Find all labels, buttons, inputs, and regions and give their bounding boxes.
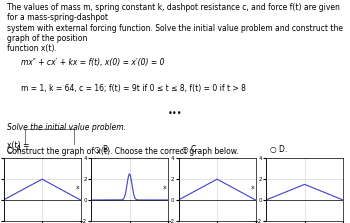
Text: Construct the graph of x(t). Choose the correct graph below.: Construct the graph of x(t). Choose the … xyxy=(7,147,239,155)
Y-axis label: x: x xyxy=(251,185,254,190)
Text: ○ C.: ○ C. xyxy=(182,145,199,154)
Text: ○ A.: ○ A. xyxy=(7,145,23,154)
FancyBboxPatch shape xyxy=(25,129,74,147)
Text: ○ D.: ○ D. xyxy=(270,145,287,154)
Text: x(t) =: x(t) = xyxy=(7,141,29,150)
Y-axis label: x: x xyxy=(163,185,167,190)
Text: •••: ••• xyxy=(168,109,182,118)
Y-axis label: x: x xyxy=(76,185,79,190)
Text: ○ B.: ○ B. xyxy=(94,145,111,154)
Text: m = 1, k = 64, c = 16; f(t) = 9t if 0 ≤ t ≤ 8, f(t) = 0 if t > 8: m = 1, k = 64, c = 16; f(t) = 9t if 0 ≤ … xyxy=(21,84,246,93)
Text: mx″ + cx′ + kx = f(t), x(0) = x′(0) = 0: mx″ + cx′ + kx = f(t), x(0) = x′(0) = 0 xyxy=(21,58,164,67)
Text: The values of mass m, spring constant k, dashpot resistance c, and force f(t) ar: The values of mass m, spring constant k,… xyxy=(7,3,343,54)
Text: Solve the initial value problem.: Solve the initial value problem. xyxy=(7,123,126,132)
